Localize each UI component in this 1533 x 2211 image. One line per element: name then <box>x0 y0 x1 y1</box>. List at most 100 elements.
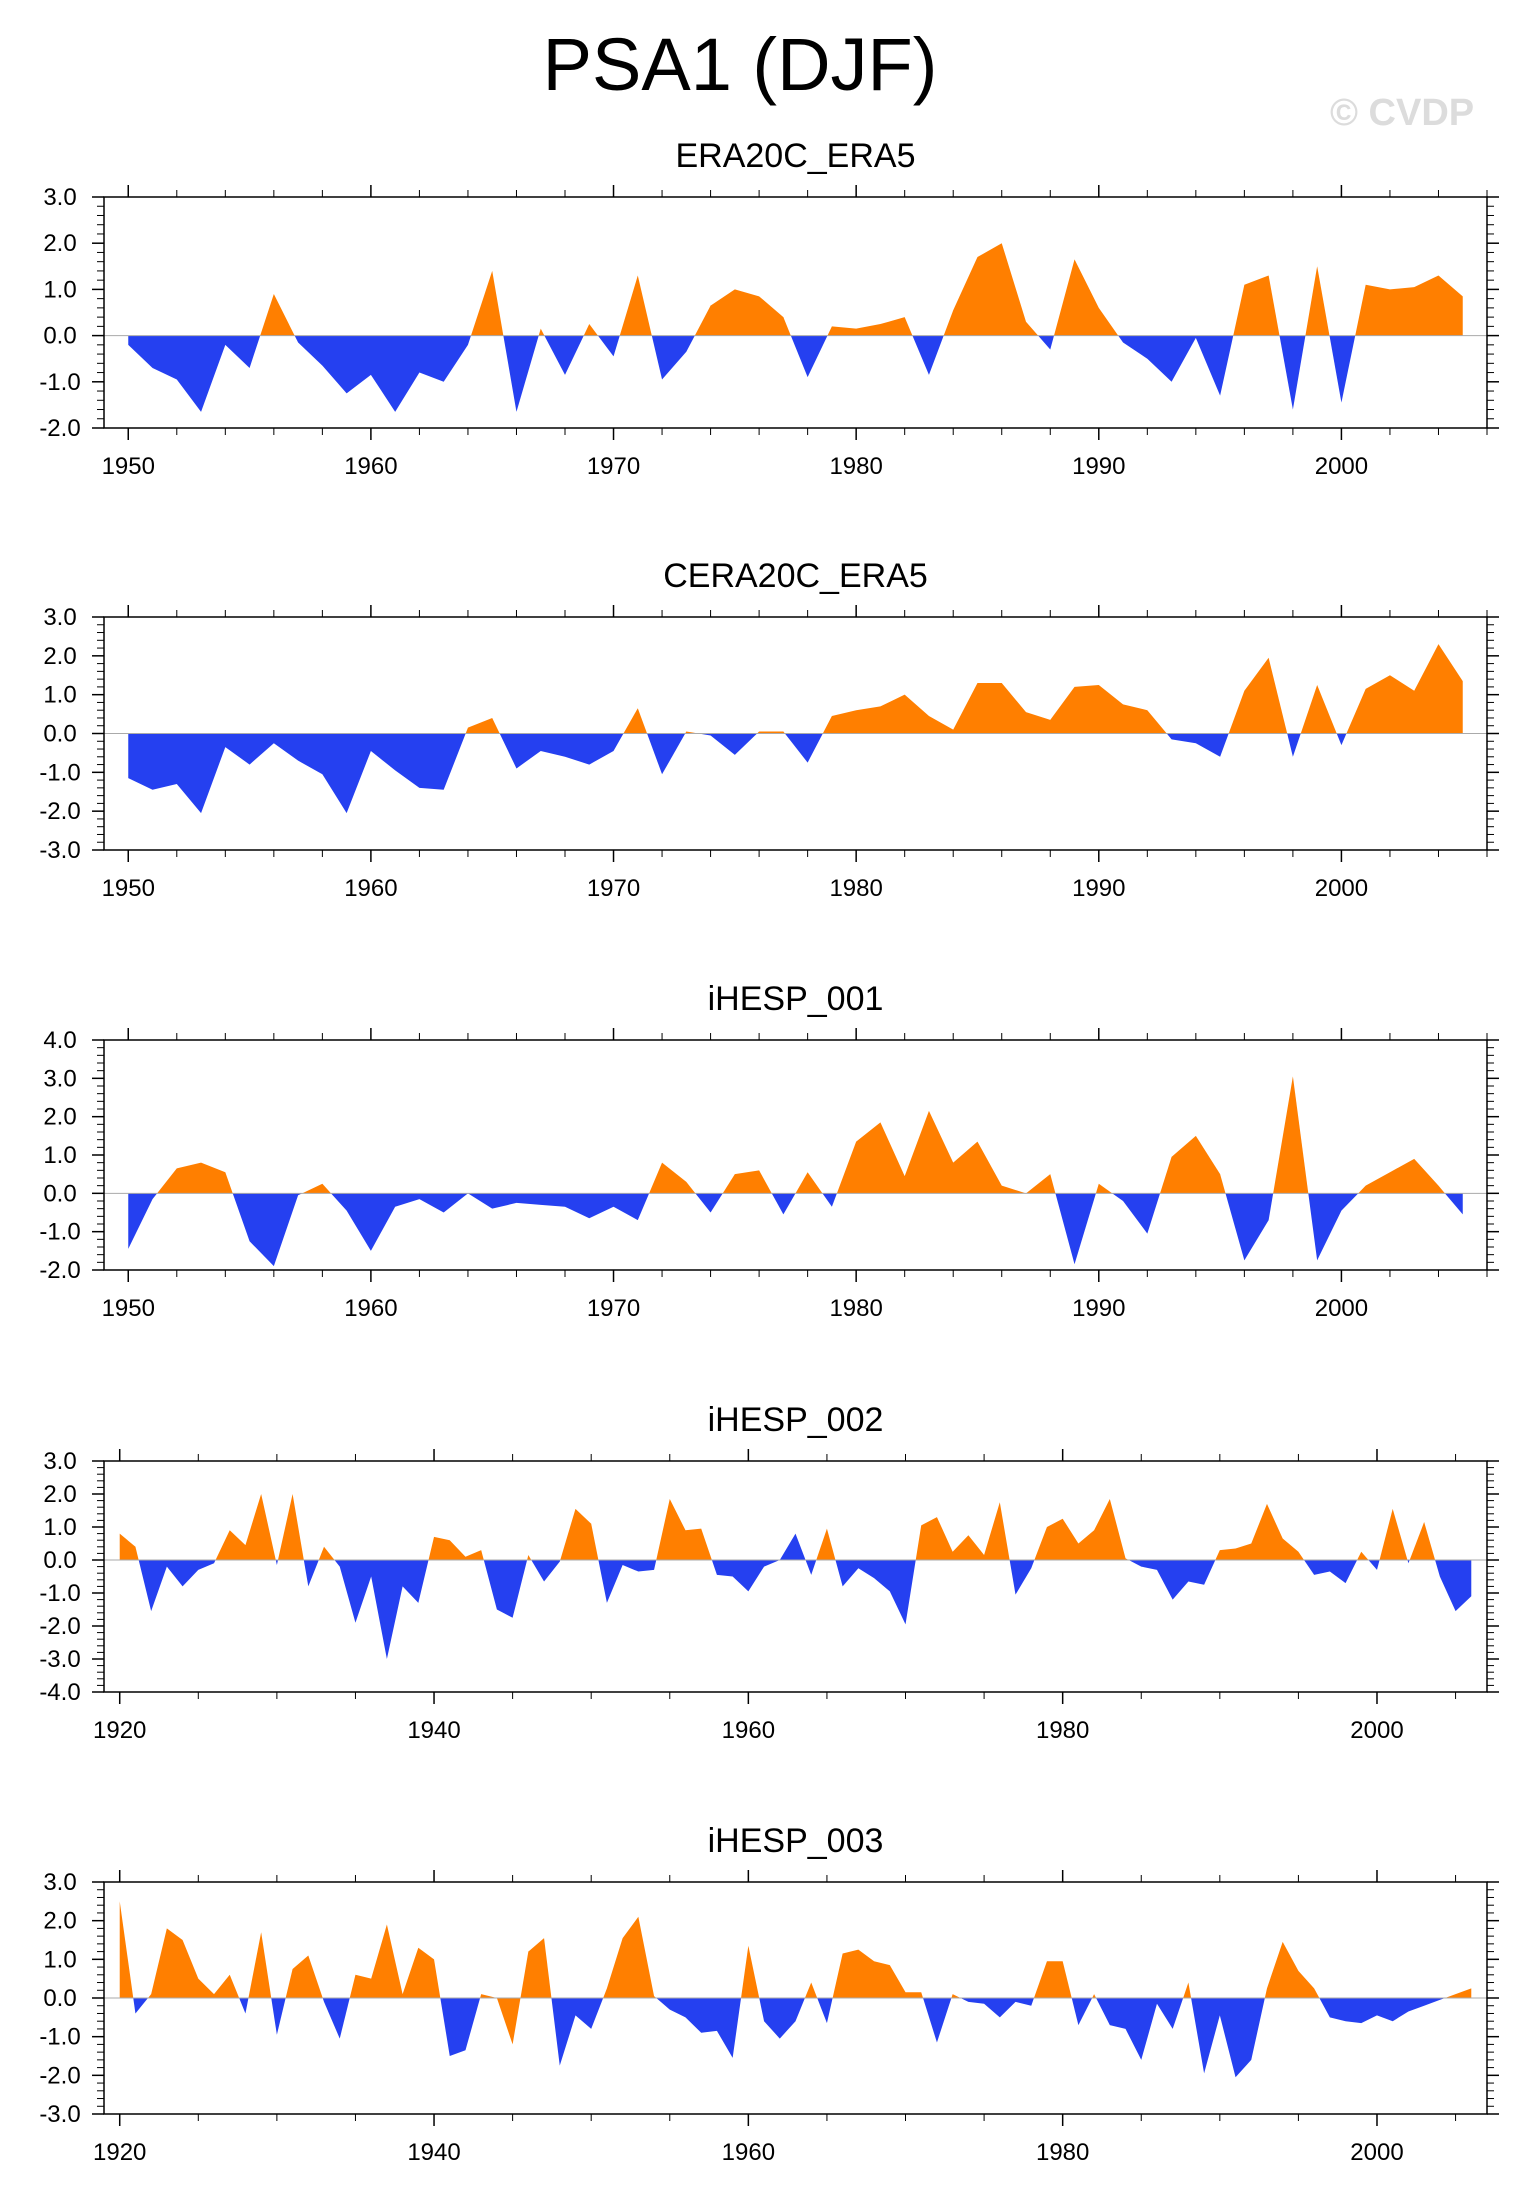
x-tick-label: 1980 <box>829 875 882 902</box>
plot-frame <box>103 1460 1488 1693</box>
y-tick-label: 3.0 <box>43 1065 76 1092</box>
x-tick-label: 1970 <box>587 1295 640 1322</box>
y-tick-label: 1.0 <box>43 1514 76 1541</box>
negative-anomaly-area <box>759 1998 805 2039</box>
positive-anomaly-area <box>1092 1994 1097 1998</box>
y-tick-label: 0.0 <box>43 1180 76 1207</box>
y-tick-label: -3.0 <box>39 1646 80 1673</box>
negative-anomaly-area <box>651 335 695 380</box>
positive-anomaly-area <box>465 717 500 734</box>
positive-anomaly-area <box>722 1170 772 1194</box>
negative-anomaly-area <box>771 1193 796 1215</box>
negative-anomaly-area <box>835 1560 916 1625</box>
negative-anomaly-area <box>1096 1998 1184 2060</box>
x-tick-label: 2000 <box>1315 875 1368 902</box>
positive-anomaly-area <box>943 243 1039 336</box>
x-tick-label: 1990 <box>1072 453 1125 480</box>
x-tick-label: 1980 <box>1036 1717 1089 1744</box>
positive-anomaly-area <box>1228 657 1288 734</box>
negative-anomaly-area <box>597 335 620 357</box>
y-tick-label: -1.0 <box>39 369 80 396</box>
x-tick-label: 2000 <box>1315 1295 1368 1322</box>
positive-anomaly-area <box>119 1533 139 1560</box>
positive-anomaly-area <box>1095 1183 1113 1194</box>
negative-anomaly-area <box>1435 1560 1472 1612</box>
positive-anomaly-area <box>1034 1498 1129 1560</box>
negative-anomaly-area <box>1112 1193 1161 1234</box>
x-tick-label: 1950 <box>102 875 155 902</box>
positive-anomaly-area <box>741 1945 760 1998</box>
x-tick-label: 1990 <box>1072 1295 1125 1322</box>
y-tick-label: -3.0 <box>39 2101 80 2128</box>
negative-anomaly-area <box>551 1998 604 2066</box>
y-tick-label: 0.0 <box>43 1985 76 2012</box>
negative-anomaly-area <box>1009 1560 1035 1595</box>
negative-anomaly-area <box>303 1560 319 1587</box>
negative-anomaly-area <box>1287 733 1301 757</box>
negative-anomaly-area <box>1038 335 1054 350</box>
y-tick-label: -2.0 <box>39 798 80 825</box>
chart-title: ERA20C_ERA5 <box>675 137 915 175</box>
y-tick-label: 1.0 <box>43 682 76 709</box>
negative-anomaly-area <box>656 1998 742 2058</box>
chart-panel-4: iHESP_002 -4.0 -3.0 -2.0 -1.0 0.0 1.0 2.0 3.0 192… <box>39 1401 1499 1744</box>
x-tick-label: 2000 <box>1315 453 1368 480</box>
y-tick-label: -4.0 <box>39 1679 80 1706</box>
positive-anomaly-area <box>215 1494 276 1560</box>
positive-anomaly-area <box>822 683 1167 734</box>
positive-anomaly-area <box>428 1536 484 1560</box>
y-tick-label: 4.0 <box>43 1027 76 1054</box>
positive-anomaly-area <box>804 1982 818 1998</box>
positive-anomaly-area <box>277 1494 304 1560</box>
chart-title: iHESP_002 <box>708 1401 884 1439</box>
positive-anomaly-area <box>832 1949 924 1998</box>
y-tick-label: 3.0 <box>43 604 76 631</box>
y-tick-label: 1.0 <box>43 1142 76 1169</box>
positive-anomaly-area <box>302 1183 332 1194</box>
negative-anomaly-area <box>331 1193 650 1251</box>
y-tick-label: 2.0 <box>43 1481 76 1508</box>
negative-anomaly-area <box>1336 733 1347 746</box>
positive-anomaly-area <box>694 289 791 336</box>
x-tick-label: 1970 <box>587 453 640 480</box>
negative-anomaly-area <box>271 1998 286 2035</box>
chart-panel-5: iHESP_003 -3.0 -2.0 -1.0 0.0 1.0 2.0 3.0 1920 194… <box>39 1822 1499 2166</box>
negative-anomaly-area <box>294 335 471 412</box>
positive-anomaly-area <box>1215 1503 1305 1560</box>
negative-anomaly-area <box>1368 1560 1380 1570</box>
negative-anomaly-area <box>790 335 828 378</box>
plot-frame <box>103 1039 1488 1271</box>
negative-anomaly-area <box>1055 1193 1096 1265</box>
positive-anomaly-area <box>260 294 295 336</box>
y-tick-label: -1.0 <box>39 759 80 786</box>
y-tick-label: 2.0 <box>43 1908 76 1935</box>
negative-anomaly-area <box>598 1560 657 1603</box>
y-tick-label: -1.0 <box>39 1219 80 1246</box>
negative-anomaly-area <box>784 733 823 763</box>
negative-anomaly-area <box>133 1998 148 2014</box>
chart-title: iHESP_003 <box>708 1822 884 1860</box>
chart-title: CERA20C_ERA5 <box>663 557 928 595</box>
negative-anomaly-area <box>322 1998 350 2039</box>
positive-anomaly-area <box>1357 1551 1369 1560</box>
positive-anomaly-area <box>119 1901 134 1998</box>
positive-anomaly-area <box>656 1498 712 1560</box>
negative-anomaly-area <box>1308 1193 1359 1261</box>
positive-anomaly-area <box>1264 1941 1320 1998</box>
positive-anomaly-area <box>1355 275 1463 336</box>
positive-anomaly-area <box>836 1110 1056 1194</box>
chart-panel-2: CERA20C_ERA5 -3.0 -2.0 -1.0 0.0 1.0 2.0 3.0 1950… <box>39 557 1499 902</box>
positive-anomaly-area <box>1183 1982 1192 1998</box>
positive-anomaly-area <box>816 1528 836 1560</box>
positive-anomaly-area <box>1233 275 1280 336</box>
x-tick-label: 1990 <box>1072 875 1125 902</box>
y-tick-label: 0.0 <box>43 1547 76 1574</box>
negative-anomaly-area <box>1225 1193 1274 1261</box>
y-tick-label: 0.0 <box>43 323 76 350</box>
positive-anomaly-area <box>1379 1508 1408 1560</box>
negative-anomaly-area <box>138 1560 216 1612</box>
positive-anomaly-area <box>527 1555 532 1560</box>
positive-anomaly-area <box>148 1928 240 1998</box>
negative-anomaly-area <box>805 1560 817 1575</box>
